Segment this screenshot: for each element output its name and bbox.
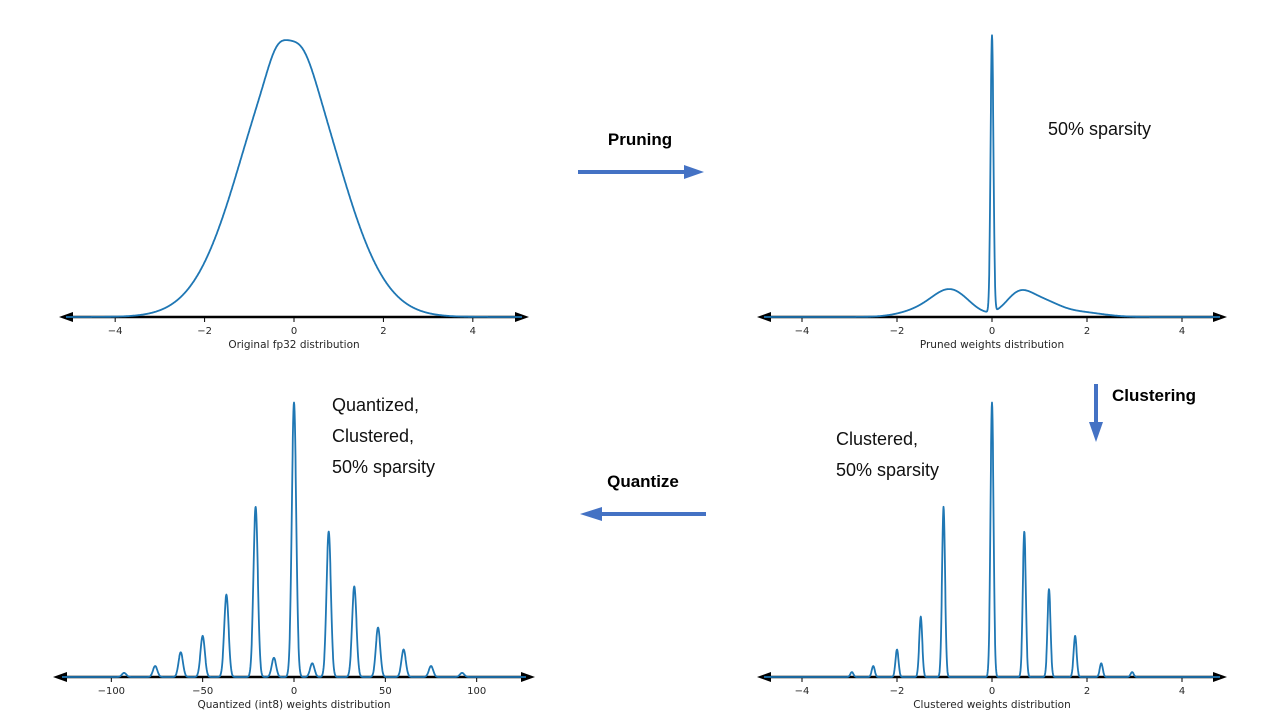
pruning-arrow-icon [578,165,704,179]
chart-clustered-weights-plot: −4 −2 0 2 4 Clustered weights distribution [757,401,1227,711]
x-axis-right-arrowhead-icon [521,672,535,682]
x-tick-label: 2 [1084,326,1090,337]
x-axis-left-arrowhead-icon [53,672,67,682]
chart-quantized-int8: −100 −50 0 50 100 Quantized (int8) weights di… [52,368,536,720]
x-tick-label: 0 [291,686,297,697]
x-tick-label: −4 [108,326,123,337]
chart-title: Clustered weights distribution [913,699,1071,711]
chart-pruned-weights-plot: −4 −2 0 2 4 Pruned weights distribution [757,34,1227,351]
chart-title: Quantized (int8) weights distribution [198,699,391,711]
chart-clustered-weights: −4 −2 0 2 4 Clustered weights distribution [756,368,1228,720]
x-tick-label: −4 [795,686,810,697]
density-curve [763,34,1221,318]
x-tick-label: −100 [98,686,125,697]
x-tick-label: 2 [380,326,386,337]
x-tick-label: 0 [989,686,995,697]
chart-original-fp32-plot: −4 −2 0 2 4 Original fp32 distribution [59,39,529,351]
x-tick-label: −2 [197,326,212,337]
x-tick-label: 4 [1179,686,1185,697]
chart-pruned-weights: −4 −2 0 2 4 Pruned weights distribution [756,8,1228,361]
x-tick-label: 0 [291,326,297,337]
chart-original-fp32: −4 −2 0 2 4 Original fp32 distribution [58,8,530,361]
x-tick-label: −4 [795,326,810,337]
x-tick-label: 4 [1179,326,1185,337]
x-tick-label: 2 [1084,686,1090,697]
x-tick-label: −50 [192,686,213,697]
chart-quantized-int8-plot: −100 −50 0 50 100 Quantized (int8) weights di… [53,401,535,711]
density-curve [61,401,527,678]
density-curve [65,39,523,318]
chart-title: Pruned weights distribution [920,339,1064,351]
quantized-note: Quantized, Clustered, 50% sparsity [332,395,436,477]
sparsity-50-note: 50% sparsity [1048,119,1152,139]
pruning-label: Pruning [607,130,673,149]
x-tick-label: 4 [470,326,476,337]
x-tick-label: 0 [989,326,995,337]
clustering-arrow-icon [1089,384,1103,442]
chart-title: Original fp32 distribution [228,339,359,351]
density-curve [763,401,1221,678]
pruning-step: Pruning [576,130,704,181]
quantize-step: Quantize [578,472,708,523]
x-tick-label: 50 [379,686,392,697]
clustered-note: Clustered, 50% sparsity [836,429,940,480]
x-tick-label: 100 [467,686,486,697]
x-tick-label: −2 [890,686,905,697]
quantize-label: Quantize [607,472,679,491]
quantize-arrow-icon [580,507,706,521]
clustering-label: Clustering [1112,386,1197,405]
x-tick-label: −2 [890,326,905,337]
